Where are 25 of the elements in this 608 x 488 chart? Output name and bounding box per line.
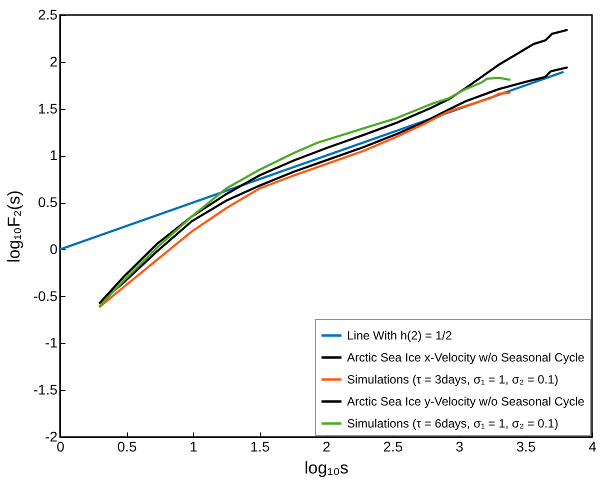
y-tick-label: 2.5 — [38, 6, 58, 22]
y-tick-label: -1.5 — [33, 382, 58, 398]
x-tick-label: 0.5 — [117, 438, 137, 454]
x-tick-label: 4 — [588, 438, 597, 454]
y-tick-label: 1 — [50, 147, 58, 164]
x-tick-label: 1.5 — [250, 438, 270, 454]
legend-label: Line With h(2) = 1/2 — [347, 328, 452, 342]
x-axis-title: log₁₀s — [304, 458, 348, 478]
y-tick-label: -0.5 — [33, 288, 58, 304]
y-axis-title: log₁₀F₂(s) — [4, 190, 24, 263]
y-tick-label: 0.5 — [38, 194, 58, 210]
x-tick-label: 3.5 — [516, 438, 536, 454]
x-tick-label: 1 — [190, 438, 198, 454]
x-tick-label: 2 — [322, 438, 331, 454]
legend-label: Arctic Sea Ice x-Velocity w/o Seasonal Cycle — [347, 350, 585, 364]
y-tick-label: 2 — [50, 53, 58, 70]
y-tick-label: -2 — [45, 428, 58, 444]
legend-label: Simulations (τ = 6days, σ₁ = 1, σ₂ = 0.1) — [347, 416, 558, 430]
x-tick-label: 3 — [456, 438, 464, 454]
y-tick-label: 0 — [50, 240, 58, 257]
y-tick-label: -1 — [45, 334, 58, 351]
legend-label: Simulations (τ = 3days, σ₁ = 1, σ₂ = 0.1) — [347, 372, 558, 386]
x-tick-label: 2.5 — [383, 438, 403, 454]
legend-label: Arctic Sea Ice y-Velocity w/o Seasonal Cycle — [347, 394, 585, 408]
y-tick-label: 1.5 — [38, 100, 58, 116]
